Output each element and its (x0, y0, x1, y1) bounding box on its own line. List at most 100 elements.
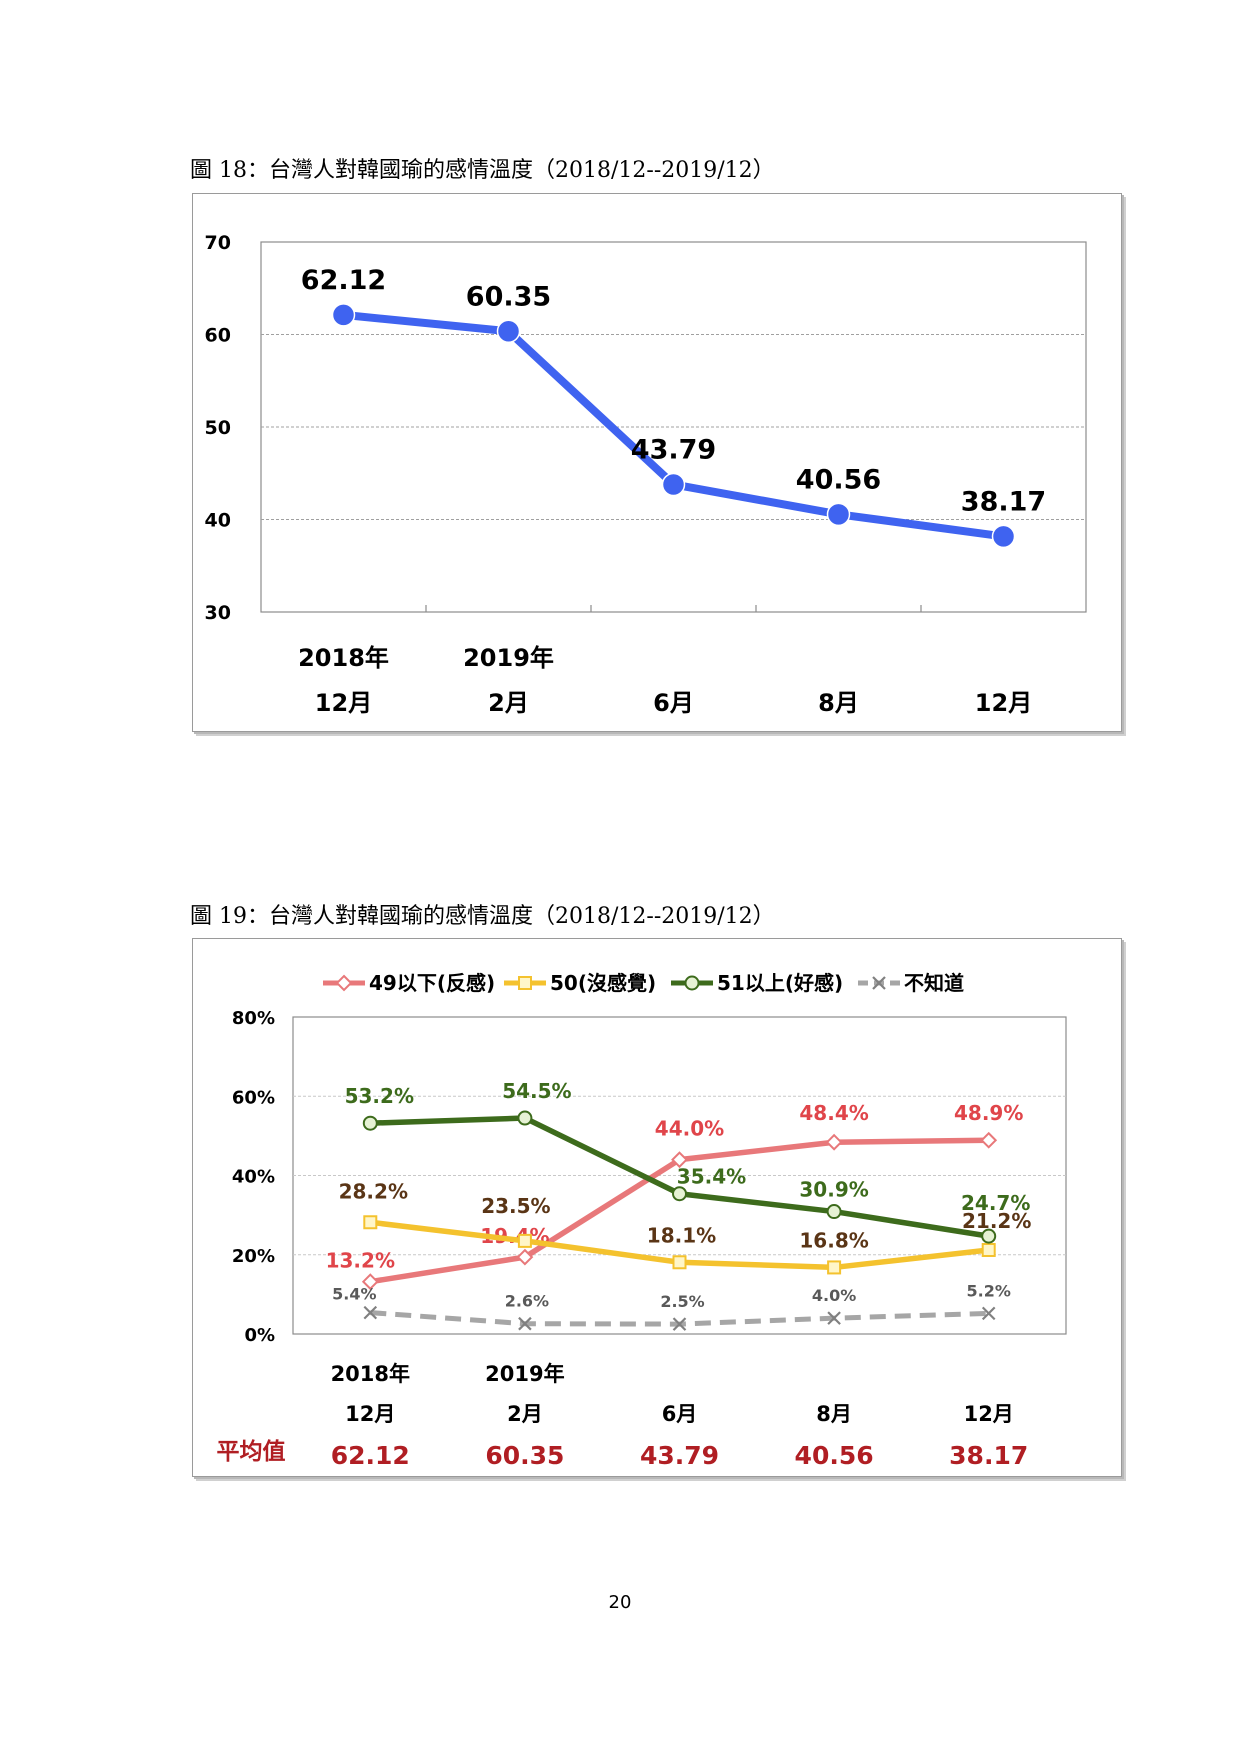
data-label: 53.2% (345, 1084, 414, 1108)
legend: 49以下(反感) 50(沒感覺) 51以上(好感) 不知道 (323, 971, 964, 995)
data-label: 5.4% (332, 1285, 376, 1304)
x-tick-label-year: 2018年 (331, 1362, 410, 1386)
data-label: 13.2% (326, 1249, 395, 1273)
data-label: 30.9% (799, 1178, 868, 1202)
figure-18-caption: 圖 18：台灣人對韓國瑜的感情溫度（2018/12--2019/12） (190, 158, 775, 183)
data-point (518, 1316, 532, 1331)
x-tick-label-month: 8月 (818, 689, 859, 717)
average-value: 60.35 (485, 1441, 564, 1470)
average-value: 40.56 (795, 1441, 874, 1470)
data-label: 5.2% (967, 1281, 1011, 1300)
data-point (361, 1273, 379, 1291)
data-label: 2.5% (660, 1292, 704, 1311)
data-point (362, 1115, 378, 1131)
figure-19-line-chart: 0%20%40%60%80%13.2%19.4%44.0%48.4% 48.9%2… (217, 971, 1067, 1470)
legend-label: 不知道 (904, 971, 964, 995)
data-point (517, 1233, 532, 1248)
data-point (672, 1317, 687, 1331)
y-tick-label: 20% (232, 1246, 275, 1267)
y-tick-label: 40% (232, 1167, 275, 1188)
data-point (335, 974, 353, 992)
data-label: 60.35 (466, 281, 551, 312)
y-tick-label: 40 (205, 510, 231, 532)
data-label: 54.5% (502, 1079, 571, 1103)
y-tick-label: 80% (232, 1008, 275, 1029)
y-tick-label: 30 (205, 602, 231, 624)
data-point (825, 1133, 843, 1151)
y-tick-label: 0% (244, 1325, 275, 1346)
y-tick-label: 70 (205, 232, 231, 254)
x-tick-label-month: 12月 (964, 1402, 1014, 1426)
average-value: 38.17 (949, 1441, 1028, 1470)
data-point (981, 1228, 997, 1244)
x-tick-label-month: 12月 (975, 689, 1032, 717)
y-tick-label: 50 (205, 417, 231, 439)
legend-label: 50(沒感覺) (550, 971, 656, 995)
data-point (363, 1305, 378, 1320)
series-4: 5.4% 2.6% 2.5% 4.0% 5.2% (332, 1281, 1011, 1331)
data-label: 4.0% (812, 1286, 856, 1305)
data-point (331, 303, 356, 327)
average-value: 43.79 (640, 1441, 719, 1470)
x-tick-label-month: 6月 (653, 689, 694, 717)
data-label: 21.2% (962, 1209, 1031, 1233)
data-label: 48.9% (954, 1101, 1023, 1125)
data-point (981, 1306, 996, 1321)
data-point (516, 1248, 534, 1266)
x-tick-label-month: 8月 (816, 1402, 852, 1426)
data-point (672, 1255, 687, 1270)
figure-19-frame: 0% 20% 40% 60% 80% 13.2% 19.4% 44.0% 48.4% 48.9% 2… (192, 938, 1122, 1477)
x-tick-label-year: 2018年 (298, 644, 389, 672)
y-tick-label: 60% (232, 1087, 275, 1108)
x-tick-label-year: 2019年 (463, 644, 554, 672)
data-label: 48.4% (799, 1101, 868, 1125)
data-point (684, 975, 700, 991)
legend-label: 49以下(反感) (369, 971, 495, 995)
data-point (672, 1186, 687, 1202)
data-point (518, 976, 532, 990)
average-value: 62.12 (331, 1441, 410, 1470)
data-point (826, 1204, 842, 1220)
data-point (826, 502, 851, 527)
legend-label: 51以上(好感) (717, 971, 843, 995)
data-point (661, 472, 686, 497)
x-tick-label-month: 2月 (507, 1402, 543, 1426)
data-label: 43.79 (631, 434, 716, 465)
data-point (496, 319, 521, 344)
average-label: 平均值 (217, 1438, 286, 1465)
x-tick-label-month: 12月 (345, 1402, 395, 1426)
page-number: 20 (608, 1592, 632, 1613)
data-point (671, 1151, 688, 1169)
data-label: 24.7% (961, 1191, 1030, 1215)
figure-19-caption: 圖 19：台灣人對韓國瑜的感情溫度（2018/12--2019/12） (190, 904, 775, 929)
data-label: 40.56 (796, 464, 881, 495)
x-tick-label-year: 2019年 (485, 1362, 564, 1386)
y-tick-label: 60 (205, 325, 231, 347)
data-point (517, 1110, 533, 1126)
data-label: 62.12 (301, 265, 386, 296)
series-2: 28.2% 23.5% 18.1% 16.8% 21.2% (339, 1179, 1031, 1275)
data-label: 35.4% (677, 1165, 746, 1189)
x-tick-label-month: 2月 (488, 689, 529, 717)
data-label: 2.6% (505, 1292, 549, 1311)
data-label: 16.8% (799, 1228, 868, 1252)
x-tick-label-month: 6月 (662, 1402, 698, 1426)
series-line (343, 310, 1005, 541)
data-point (872, 976, 886, 990)
data-label: 38.17 (961, 486, 1046, 517)
figure-18-line-chart: 30 40 50 60 70 62.12 60.35 43.79 40.56 38.17 2018年… (205, 232, 1087, 717)
series-line (370, 1310, 989, 1327)
data-point (827, 1311, 841, 1325)
series-3: 53.2% 54.5% 35.4% 30.9% 24.7% (345, 1079, 1030, 1244)
x-tick-label-month: 12月 (315, 689, 372, 717)
data-label: 23.5% (481, 1194, 550, 1218)
data-point (981, 1242, 996, 1257)
data-point (363, 1215, 378, 1230)
data-label: 18.1% (647, 1223, 716, 1247)
data-point (991, 524, 1016, 549)
data-point (827, 1260, 842, 1275)
data-label: 28.2% (339, 1179, 408, 1203)
figure-18-frame: 30 40 50 60 70 62.12 60.35 43.79 40.56 38.17 2018年… (192, 193, 1122, 732)
data-label: 44.0% (655, 1117, 724, 1141)
data-point (980, 1131, 998, 1149)
